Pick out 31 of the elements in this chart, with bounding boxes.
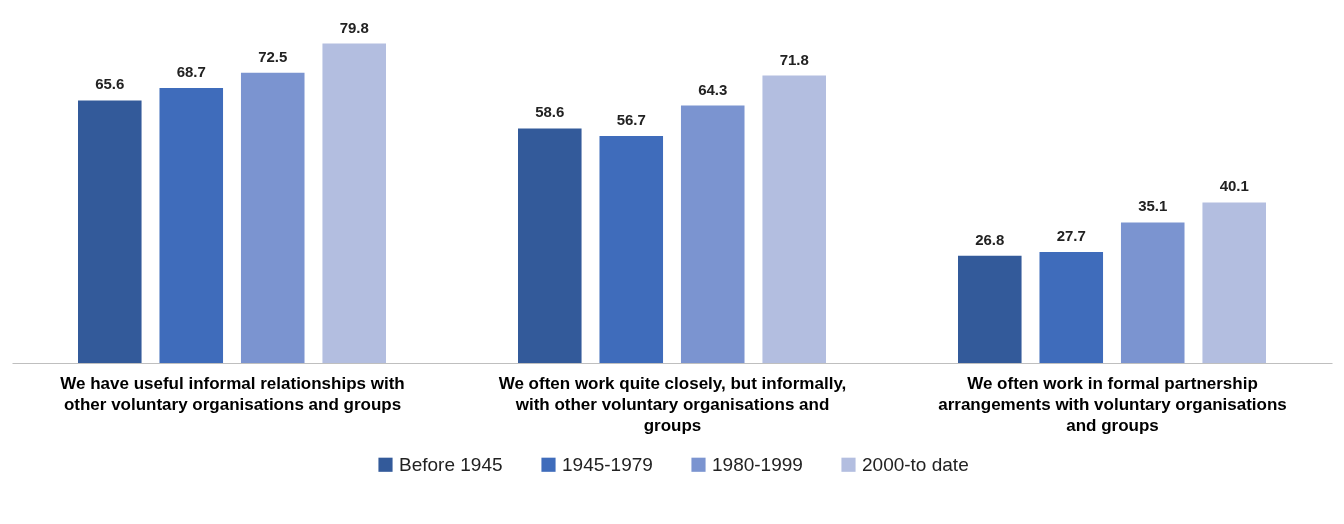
x-tick-label: We have useful informal relationships with other voluntary organisations and groups: [60, 373, 405, 414]
bar: [958, 255, 1022, 363]
bar: [762, 75, 826, 363]
bar: [78, 100, 142, 363]
data-label: 71.8: [779, 50, 809, 68]
bar: [518, 128, 582, 363]
data-label: 72.5: [258, 47, 288, 65]
bar: [1039, 252, 1104, 363]
bar: [680, 105, 745, 363]
x-tick-label: We often work quite closely, but informally, with other voluntary organisations and groups: [498, 373, 847, 435]
data-label: 40.1: [1219, 177, 1249, 195]
bar: [599, 136, 664, 363]
data-label: 27.7: [1056, 227, 1086, 245]
legend-label: 1980-1999: [712, 453, 803, 475]
data-label: 26.8: [975, 230, 1005, 248]
legend-label: Before 1945: [399, 453, 503, 475]
data-label: 65.6: [95, 75, 125, 93]
bar: [1120, 222, 1185, 363]
legend-label: 1945-1979: [562, 453, 653, 475]
data-label: 56.7: [616, 111, 646, 129]
data-label: 35.1: [1138, 197, 1168, 215]
data-label: 64.3: [698, 80, 728, 98]
legend-label: 2000-to date: [862, 453, 969, 475]
bar: [159, 87, 224, 363]
bar: [322, 43, 386, 363]
data-label: 79.8: [339, 18, 369, 36]
data-label: 58.6: [535, 103, 565, 121]
bar: [1202, 202, 1266, 363]
bar: [240, 72, 305, 363]
data-label: 68.7: [176, 62, 206, 80]
x-tick-label: We often work in formal partnership arrangements with voluntary organisations and groups: [938, 373, 1287, 435]
